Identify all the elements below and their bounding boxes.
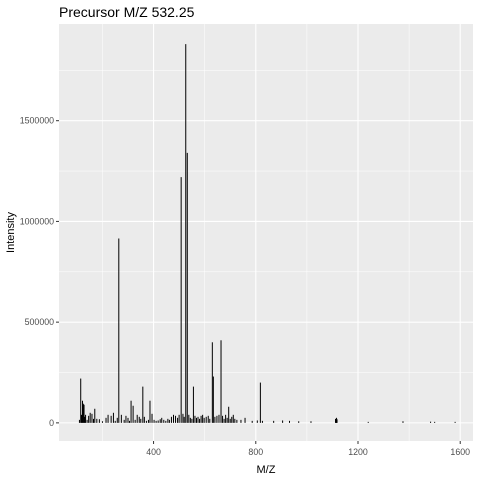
plot-panel <box>59 24 473 441</box>
x-tick-label: 800 <box>248 447 263 457</box>
spectrum-bars <box>78 44 456 423</box>
x-axis-ticks: 400 800 1200 1600 <box>146 441 470 457</box>
chart-title: Precursor M/Z 532.25 <box>59 4 195 20</box>
y-axis-title: Intensity <box>5 212 17 253</box>
x-axis-title: M/Z <box>257 464 276 476</box>
minor-gridlines <box>59 24 473 441</box>
y-tick-label: 500000 <box>25 317 54 327</box>
y-tick-label: 1500000 <box>20 116 54 126</box>
x-tick-label: 1600 <box>450 447 470 457</box>
major-gridlines <box>59 24 473 441</box>
y-tick-label: 0 <box>49 418 54 428</box>
y-axis-ticks: 0 500000 1000000 1500000 <box>20 116 59 428</box>
x-tick-label: 400 <box>146 447 161 457</box>
x-tick-label: 1200 <box>348 447 368 457</box>
y-tick-label: 1000000 <box>20 216 54 226</box>
